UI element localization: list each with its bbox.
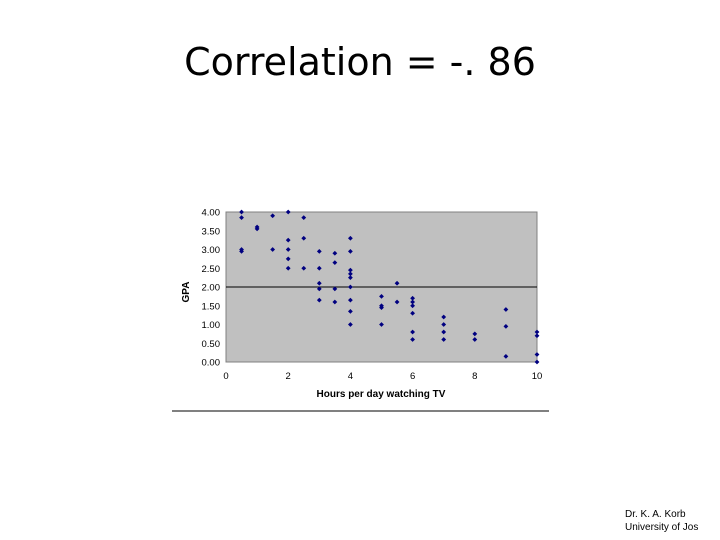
data-point xyxy=(316,297,322,303)
data-point xyxy=(534,329,540,335)
data-point xyxy=(472,331,478,337)
data-point xyxy=(348,322,353,327)
y-tick-label: 3.00 xyxy=(202,245,221,256)
data-point xyxy=(348,275,353,281)
x-axis-label: Hours per day watching TV xyxy=(317,389,446,400)
data-point xyxy=(285,265,291,271)
data-point xyxy=(332,286,338,292)
data-point xyxy=(239,209,244,215)
data-point xyxy=(332,299,338,305)
credit-name: Dr. K. A. Korb xyxy=(625,509,686,520)
x-tick-labels: 0 2 4 6 8 10 xyxy=(223,371,542,382)
data-point xyxy=(534,359,540,365)
data-point xyxy=(348,284,353,290)
y-tick-label: 1.00 xyxy=(202,320,221,331)
data-point xyxy=(394,280,400,286)
data-points xyxy=(239,209,540,365)
y-tick-label: 4.00 xyxy=(202,208,221,219)
x-tick-label: 4 xyxy=(348,371,353,382)
data-point xyxy=(348,308,353,314)
data-point xyxy=(285,247,291,252)
data-point xyxy=(348,248,353,254)
data-point xyxy=(410,329,415,335)
data-point xyxy=(379,293,384,299)
data-point xyxy=(472,337,478,342)
data-point xyxy=(534,352,540,357)
data-point xyxy=(270,213,276,219)
y-tick-labels: 0.00 0.50 1.00 1.50 2.00 2.50 3.00 3.50 4.00 xyxy=(202,208,221,369)
data-point xyxy=(410,295,415,301)
data-point xyxy=(254,226,260,232)
data-point xyxy=(285,237,291,243)
data-point xyxy=(285,256,291,262)
data-point xyxy=(503,307,509,312)
x-tick-label: 10 xyxy=(532,371,543,382)
data-point xyxy=(394,299,400,305)
y-tick-label: 0.00 xyxy=(202,358,221,369)
data-point xyxy=(503,353,509,359)
data-point xyxy=(316,280,322,286)
data-point xyxy=(285,209,291,215)
credit-institution: University of Jos xyxy=(625,522,699,533)
data-point xyxy=(503,323,509,329)
data-point xyxy=(441,329,447,335)
data-point xyxy=(332,250,338,256)
data-point xyxy=(441,322,447,327)
data-point xyxy=(410,337,415,342)
x-tick-label: 2 xyxy=(286,371,291,382)
data-point xyxy=(410,310,415,316)
y-axis-label: GPA xyxy=(181,282,192,303)
data-point xyxy=(348,297,353,303)
data-point xyxy=(316,265,322,271)
data-point xyxy=(379,305,384,311)
data-point xyxy=(301,215,307,221)
x-tick-label: 8 xyxy=(472,371,477,382)
y-tick-label: 2.50 xyxy=(202,264,221,275)
data-point xyxy=(270,247,276,252)
y-tick-label: 1.50 xyxy=(202,301,221,312)
data-point xyxy=(410,299,415,305)
data-point xyxy=(301,235,307,241)
data-point xyxy=(441,337,447,342)
data-point xyxy=(441,314,447,320)
data-point xyxy=(379,322,384,327)
y-tick-label: 0.50 xyxy=(202,339,221,350)
data-point xyxy=(348,267,353,273)
data-point xyxy=(534,333,540,339)
x-tick-label: 6 xyxy=(410,371,415,382)
data-point xyxy=(348,235,353,241)
y-tick-label: 3.50 xyxy=(202,226,221,237)
data-point xyxy=(301,265,307,271)
data-point xyxy=(239,248,244,254)
author-credit: Dr. K. A. Korb University of Jos xyxy=(625,508,698,534)
data-point xyxy=(239,215,244,221)
x-tick-label: 0 xyxy=(223,371,228,382)
y-tick-label: 2.00 xyxy=(202,283,221,294)
data-point xyxy=(410,303,415,309)
data-point xyxy=(316,286,322,292)
data-point xyxy=(316,248,322,254)
slide-title: Correlation = -. 86 xyxy=(184,40,536,84)
data-point xyxy=(332,260,338,266)
data-point xyxy=(348,271,353,277)
